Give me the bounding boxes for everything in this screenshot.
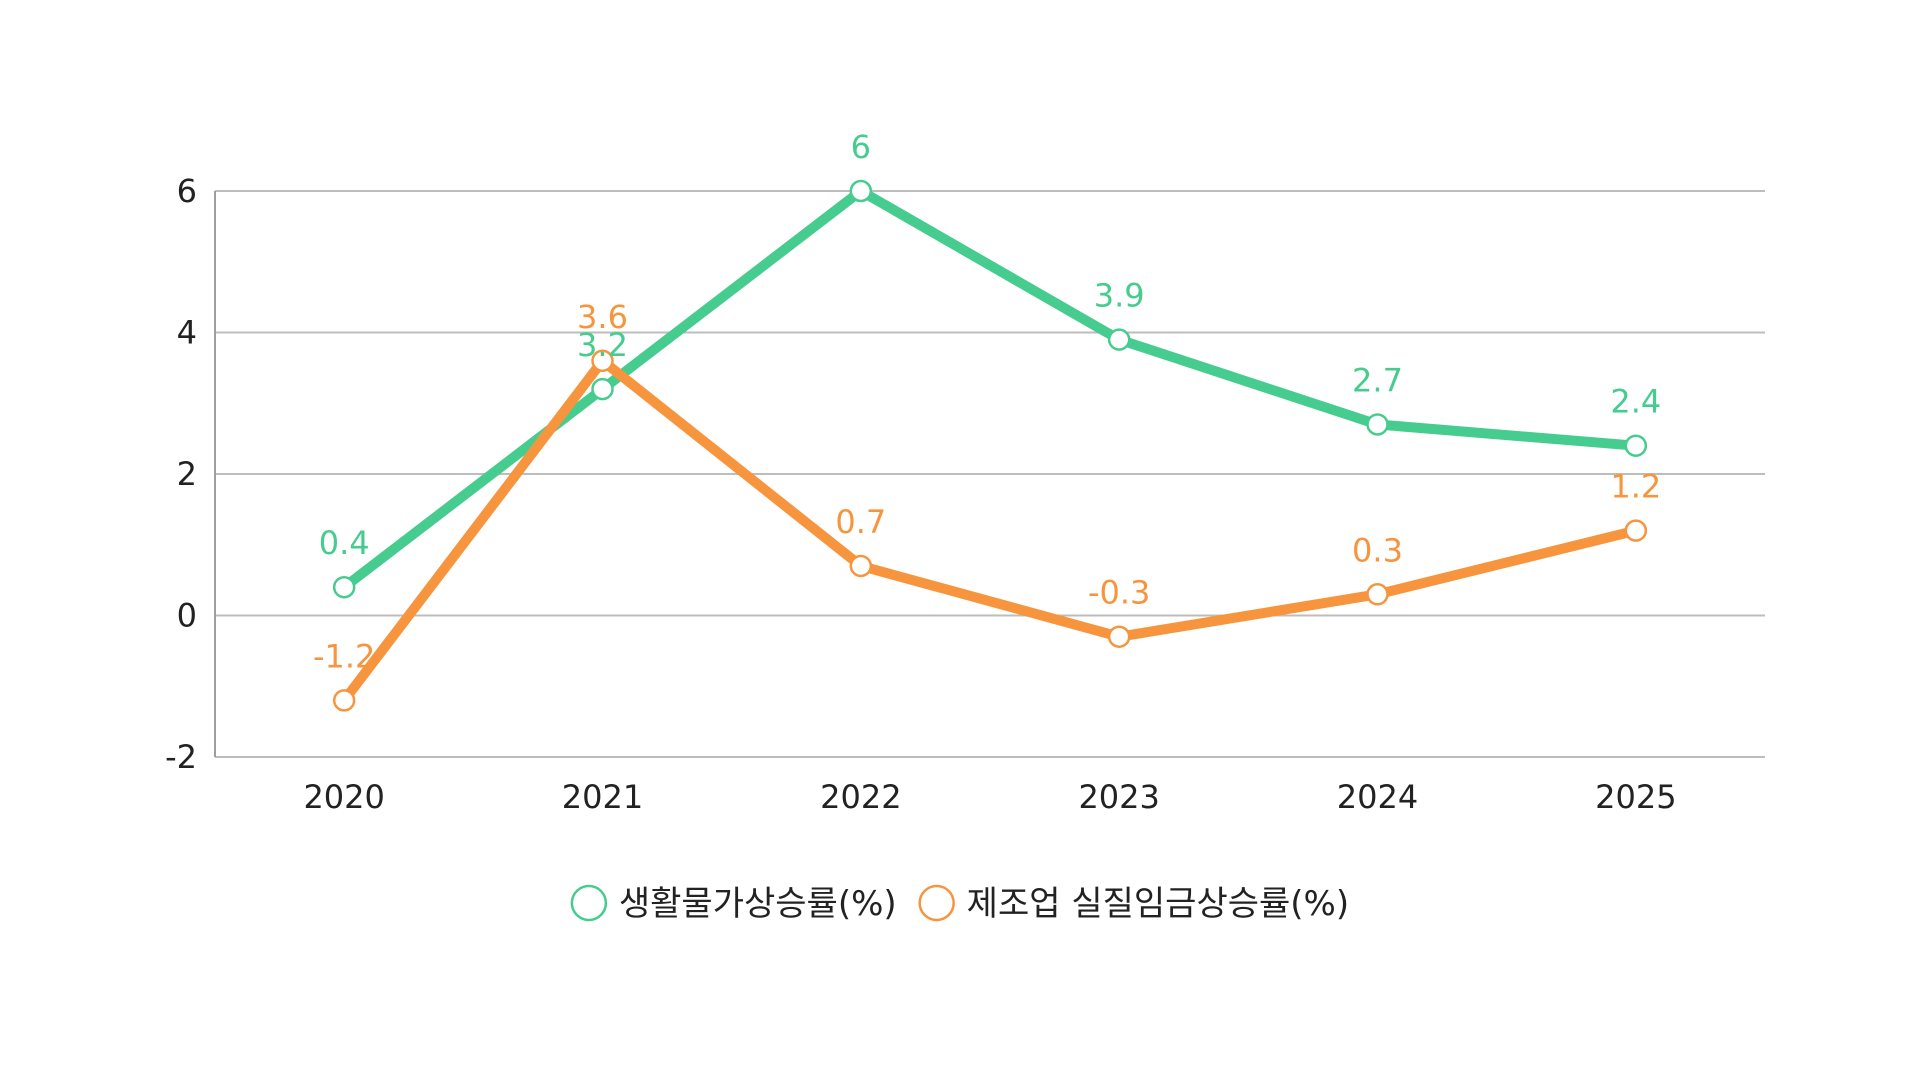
data-point [1624, 519, 1648, 542]
y-tick-label: 6 [177, 172, 197, 210]
legend: 생활물가상승률(%) 제조업 실질임금상승률(%) [570, 884, 1349, 924]
data-label: -1.2 [313, 637, 375, 675]
y-tick-label: 4 [177, 314, 197, 352]
x-tick-label: 2025 [1595, 778, 1676, 816]
x-tick-label: 2020 [303, 778, 384, 816]
data-label: 1.2 [1610, 468, 1661, 506]
x-tick-label: 2022 [820, 778, 901, 816]
data-label: 3.9 [1094, 277, 1145, 315]
data-point [1107, 328, 1131, 351]
data-point [591, 349, 614, 373]
data-label: 2.4 [1610, 383, 1661, 421]
data-label: 0.4 [319, 524, 370, 562]
legend-item: 제조업 실질임금상승률(%) [918, 884, 1349, 924]
data-label: 6 [851, 128, 871, 166]
grid [215, 190, 1765, 758]
x-tick-label: 2023 [1078, 778, 1159, 816]
data-point [1107, 625, 1131, 648]
data-label: 0.3 [1352, 531, 1403, 569]
legend-item: 생활물가상승률(%) [570, 884, 897, 924]
series-1 [332, 349, 1648, 712]
y-tick-label: 2 [177, 455, 197, 493]
y-tick-label: 0 [177, 597, 197, 635]
series-line [339, 355, 1641, 706]
data-label: 2.7 [1352, 361, 1403, 399]
tick-labels: -2 0 2 4 6 2020 2021 2022 2023 2024 2025 [165, 172, 1676, 816]
data-label: 0.7 [835, 503, 886, 541]
data-point [849, 554, 873, 578]
data-point [1366, 413, 1389, 436]
data-label: 3.2 [577, 326, 628, 364]
data-point [332, 575, 356, 599]
data-point [1366, 583, 1389, 606]
legend-marker [570, 884, 608, 922]
legend-marker [918, 884, 955, 922]
legend-label: 제조업 실질임금상승률(%) [967, 884, 1349, 924]
series-0 [332, 179, 1648, 599]
x-tick-label: 2021 [562, 778, 643, 816]
data-point [1624, 434, 1648, 457]
data-label: 3.6 [577, 298, 628, 336]
y-tick-label: -2 [165, 738, 197, 776]
data-point [332, 689, 356, 712]
legend-label: 생활물가상승률(%) [619, 884, 897, 924]
x-tick-label: 2024 [1337, 778, 1418, 816]
series-line [339, 186, 1641, 593]
data-point [849, 179, 873, 203]
data-point [591, 377, 614, 401]
data-label: -0.3 [1088, 574, 1150, 612]
series [332, 179, 1648, 712]
data-labels: 0.4 3.2 6 3.9 2.7 2.4 -1.2 3.6 0.7 -0.3 0.3 1.2 [313, 128, 1661, 675]
